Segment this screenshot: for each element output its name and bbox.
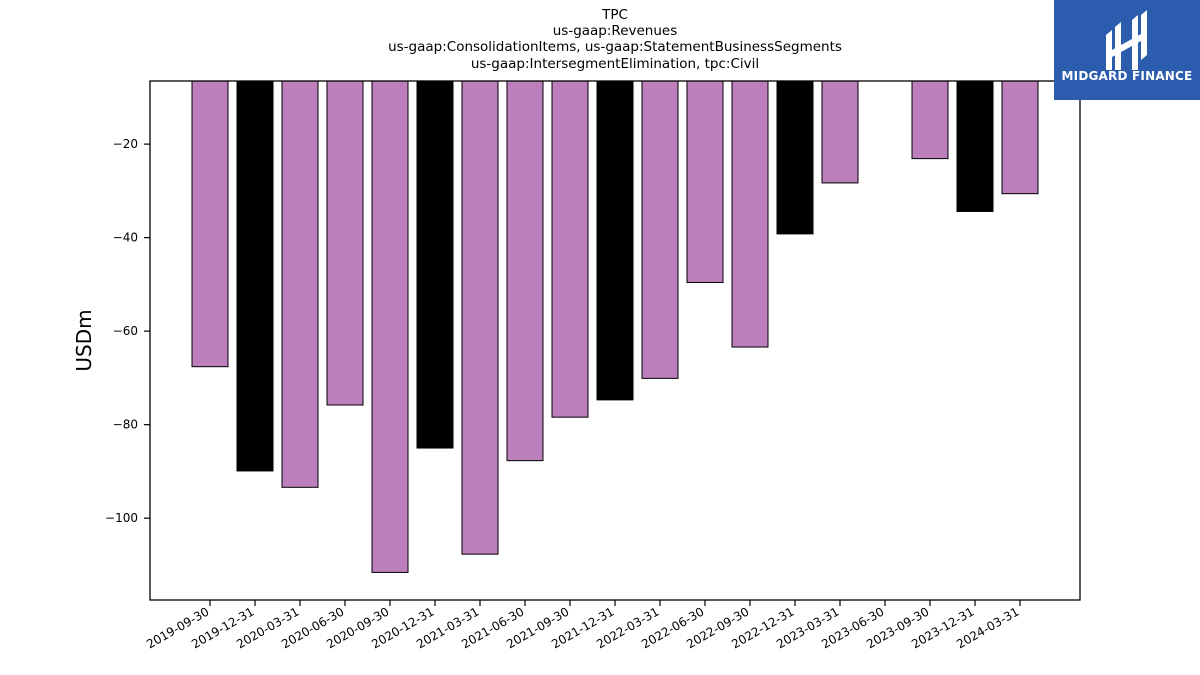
logo-text: MIDGARD FINANCE bbox=[1061, 69, 1193, 83]
bar-2023-03-31 bbox=[821, 80, 859, 184]
bar-2023-12-31 bbox=[956, 80, 994, 212]
y-tick-label: −60 bbox=[113, 324, 138, 338]
y-tick-label: −40 bbox=[113, 231, 138, 245]
midgard-finance-logo: MIDGARD FINANCE bbox=[1054, 0, 1200, 100]
bar-2022-06-30 bbox=[686, 80, 724, 284]
chart-title-line-3: us-gaap:ConsolidationItems, us-gaap:Stat… bbox=[388, 39, 842, 55]
bar-2022-12-31 bbox=[776, 80, 814, 235]
y-axis-label: USDm bbox=[72, 309, 96, 371]
bar-2021-09-30 bbox=[551, 80, 589, 418]
y-tick-label: −80 bbox=[113, 418, 138, 432]
bar-2021-12-31 bbox=[596, 80, 634, 401]
bar-2023-09-30 bbox=[911, 80, 949, 160]
bar-2020-03-31 bbox=[281, 80, 319, 488]
bar-2020-06-30 bbox=[326, 80, 364, 406]
bar-2021-03-31 bbox=[461, 80, 499, 555]
bar-2019-09-30 bbox=[191, 80, 229, 368]
y-tick-label: −100 bbox=[105, 511, 138, 525]
chart-title-line-2: us-gaap:Revenues bbox=[552, 23, 678, 39]
chart-title-line-1: TPC bbox=[602, 7, 628, 23]
chart-title-line-4: us-gaap:IntersegmentElimination, tpc:Civ… bbox=[470, 56, 760, 72]
bar-2021-06-30 bbox=[506, 80, 544, 462]
bar-2020-12-31 bbox=[416, 80, 454, 449]
bar-2024-03-31 bbox=[1001, 80, 1039, 195]
bar-2022-03-31 bbox=[641, 80, 679, 379]
bar-2019-12-31 bbox=[236, 80, 274, 472]
bar-2022-09-30 bbox=[731, 80, 769, 348]
bar-2020-09-30 bbox=[371, 80, 409, 573]
midgard-logo-icon bbox=[1106, 10, 1147, 70]
y-tick-label: −20 bbox=[113, 137, 138, 151]
